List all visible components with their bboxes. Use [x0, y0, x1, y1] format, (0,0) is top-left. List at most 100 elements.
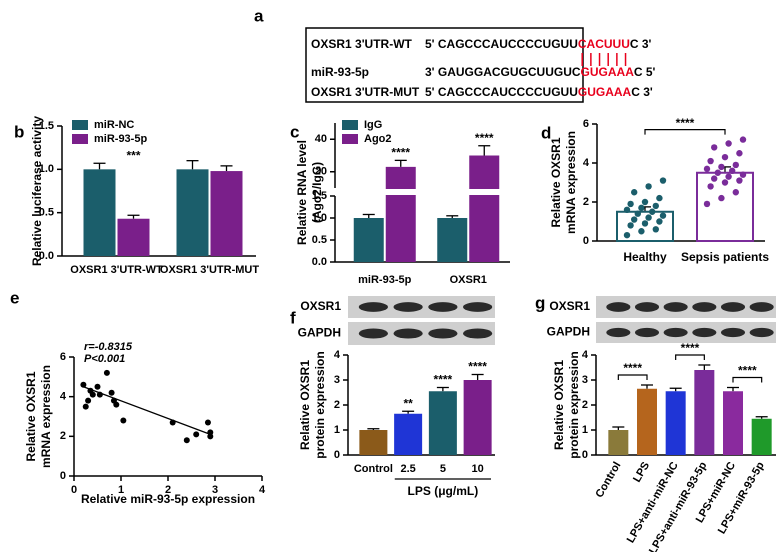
blot-band: [428, 328, 458, 339]
data-point: [108, 389, 115, 396]
data-point: [732, 189, 739, 196]
y-tick-label: 1.5: [312, 190, 327, 202]
data-point: [718, 194, 725, 202]
data-point: [641, 220, 649, 227]
y-tick-label: 40: [315, 133, 327, 145]
data-point: [623, 206, 631, 213]
sequence: C 3': [631, 85, 653, 99]
bar: [437, 218, 468, 262]
bar: [359, 430, 388, 455]
data-point: [638, 228, 645, 235]
y-tick-label: 4: [334, 349, 341, 361]
blot-band: [428, 302, 458, 312]
data-point: [204, 419, 211, 426]
data-point: [732, 161, 739, 169]
blot-band: [606, 302, 631, 312]
y-tick-label: 1.0: [39, 163, 54, 175]
data-point: [736, 177, 743, 184]
y-tick-label: 0: [60, 470, 66, 482]
blot-band: [749, 327, 774, 338]
data-point: [711, 144, 718, 151]
blot-label: GAPDH: [547, 325, 590, 339]
data-point: [725, 140, 732, 147]
blot-band: [358, 328, 388, 339]
data-point: [714, 169, 721, 176]
y-tick-label: 6: [60, 351, 66, 363]
data-point: [89, 391, 96, 398]
bar: [117, 218, 150, 256]
y-tick-label: 1.0: [312, 212, 327, 224]
legend-swatch: [342, 120, 358, 130]
data-point: [627, 222, 634, 229]
axis-break: [338, 189, 513, 195]
panel-letter: b: [14, 122, 24, 141]
data-point: [80, 381, 87, 388]
data-point: [707, 183, 714, 190]
y-tick-label: 0: [582, 449, 588, 461]
y-tick-label: 1: [334, 424, 340, 436]
annotation: r=-0.8315: [84, 341, 133, 353]
blot-band: [692, 327, 717, 338]
y-tick-label: 0: [334, 449, 340, 461]
blot-band: [749, 302, 774, 312]
bar: [608, 430, 629, 455]
y-axis-label: protein expression: [567, 351, 581, 458]
data-point: [631, 216, 638, 223]
x-tick-label: 5: [440, 463, 446, 475]
annotation: P<0.001: [84, 353, 125, 365]
legend-label: miR-NC: [94, 119, 134, 131]
x-tick-label: 2.5: [400, 463, 415, 475]
data-point: [641, 198, 649, 206]
y-tick-label: 3: [334, 374, 340, 386]
significance: ****: [391, 146, 410, 160]
y-tick-label: 20: [315, 166, 327, 178]
bar: [751, 418, 772, 455]
data-point: [652, 202, 659, 210]
y-axis-label: Relative OXSR1: [549, 137, 563, 227]
significance: ****: [468, 360, 487, 374]
x-tick-label: OXSR1 3'UTR-MUT: [160, 264, 259, 276]
sequence-label: OXSR1 3'UTR-WT: [311, 37, 413, 51]
x-tick-label: miR-93-5p: [358, 274, 411, 286]
sequence-box: [305, 27, 584, 103]
x-tick-label: 3: [212, 484, 218, 496]
data-point: [207, 433, 214, 440]
data-point: [739, 171, 747, 178]
y-tick-label: 0: [583, 235, 589, 247]
significance: ****: [623, 361, 642, 375]
panel-letter: d: [541, 123, 551, 142]
significance-bracket: [644, 129, 726, 135]
y-axis-label: Relative OXSR1: [24, 371, 38, 461]
legend-swatch: [72, 120, 88, 130]
y-axis-label: mRNA expression: [564, 131, 578, 234]
x-tick-label: OXSR1 3'UTR-WT: [70, 264, 163, 276]
data-point: [656, 194, 663, 202]
data-point: [652, 226, 659, 233]
blot-band: [393, 302, 423, 312]
data-point: [627, 200, 634, 208]
y-tick-label: 4: [583, 157, 590, 169]
data-point: [113, 401, 120, 408]
y-axis-label: (Ago2/IgG): [310, 162, 324, 223]
blot-band: [463, 328, 493, 339]
x-tick-label: 2: [165, 484, 171, 496]
significance: ****: [676, 116, 695, 130]
data-point: [193, 431, 200, 438]
data-point: [85, 397, 92, 404]
data-point: [183, 437, 190, 444]
bar: [665, 391, 686, 455]
blot-band: [663, 302, 688, 312]
bar: [694, 370, 715, 455]
sequence: C 3': [630, 37, 652, 51]
blot-band: [358, 302, 388, 312]
y-tick-label: 0.5: [39, 207, 54, 219]
data-point: [703, 165, 711, 173]
bar: [353, 218, 384, 262]
blot-band: [634, 302, 660, 312]
group-label: LPS (μg/mL): [408, 484, 479, 498]
bar: [210, 171, 243, 256]
sequence: 5' CAGCCCAUCCCCUGUU: [425, 37, 578, 51]
blot-label: GAPDH: [298, 326, 341, 340]
bar: [176, 169, 209, 256]
